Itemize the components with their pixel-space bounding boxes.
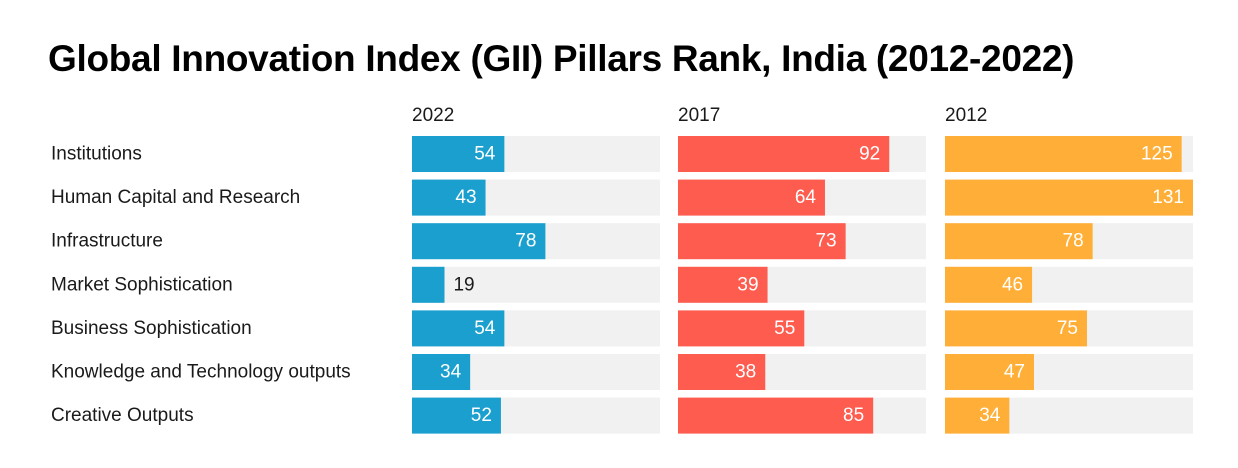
bar — [412, 266, 445, 303]
data-label: 131 — [1152, 187, 1184, 208]
data-label: 54 — [474, 318, 496, 339]
bar — [945, 266, 1033, 303]
bar — [678, 223, 846, 260]
chart-panels: 2022 54 43 78 19 54 34 52 2017 92 64 73 39 55 38 85 2012… — [412, 105, 1193, 434]
category-label: Creative Outputs — [51, 405, 194, 426]
chart-title: Global Innovation Index (GII) Pillars Ra… — [48, 38, 1075, 79]
bar — [678, 179, 825, 216]
panel-2012: 2012 125 131 78 46 75 47 34 — [945, 105, 1193, 434]
data-label: 19 — [453, 274, 474, 295]
data-label: 52 — [471, 405, 492, 426]
category-label: Market Sophistication — [51, 274, 233, 295]
year-label: 2022 — [412, 105, 454, 126]
data-label: 73 — [815, 231, 836, 252]
bar — [945, 310, 1087, 347]
data-label: 38 — [735, 362, 756, 383]
data-label: 78 — [515, 231, 536, 252]
data-label: 43 — [455, 187, 476, 208]
data-label: 85 — [843, 405, 864, 426]
data-label: 55 — [774, 318, 795, 339]
data-label: 75 — [1057, 318, 1078, 339]
bar — [945, 354, 1034, 390]
category-label: Knowledge and Technology outputs — [51, 362, 351, 383]
bar — [412, 354, 471, 390]
data-label: 47 — [1004, 362, 1025, 383]
data-label: 39 — [737, 274, 758, 295]
data-label: 34 — [979, 405, 1001, 426]
bar — [945, 397, 1010, 434]
bar — [678, 354, 766, 390]
bar — [412, 223, 546, 260]
data-label: 46 — [1002, 274, 1023, 295]
bar — [678, 397, 874, 434]
category-label: Human Capital and Research — [51, 187, 300, 208]
panel-2017: 2017 92 64 73 39 55 38 85 — [678, 105, 926, 434]
bar — [412, 136, 505, 172]
bar — [412, 397, 501, 434]
bar — [678, 310, 805, 347]
category-labels: Institutions Human Capital and Research In… — [51, 144, 351, 427]
category-label: Infrastructure — [51, 231, 163, 252]
bar — [945, 136, 1182, 172]
category-label: Business Sophistication — [51, 318, 252, 339]
bar — [412, 179, 486, 216]
data-label: 54 — [474, 144, 496, 165]
data-label: 92 — [859, 144, 880, 165]
data-label: 64 — [795, 187, 817, 208]
data-label: 34 — [440, 362, 462, 383]
bar — [945, 179, 1193, 216]
data-label: 125 — [1141, 144, 1173, 165]
data-label: 78 — [1063, 231, 1084, 252]
bar — [945, 223, 1093, 260]
panel-2022: 2022 54 43 78 19 54 34 52 — [412, 105, 660, 434]
year-label: 2012 — [945, 105, 987, 126]
bar — [678, 136, 890, 172]
category-label: Institutions — [51, 144, 142, 165]
bar-background — [412, 266, 660, 303]
bar — [678, 266, 768, 303]
year-label: 2017 — [678, 105, 720, 126]
bar — [412, 310, 505, 347]
